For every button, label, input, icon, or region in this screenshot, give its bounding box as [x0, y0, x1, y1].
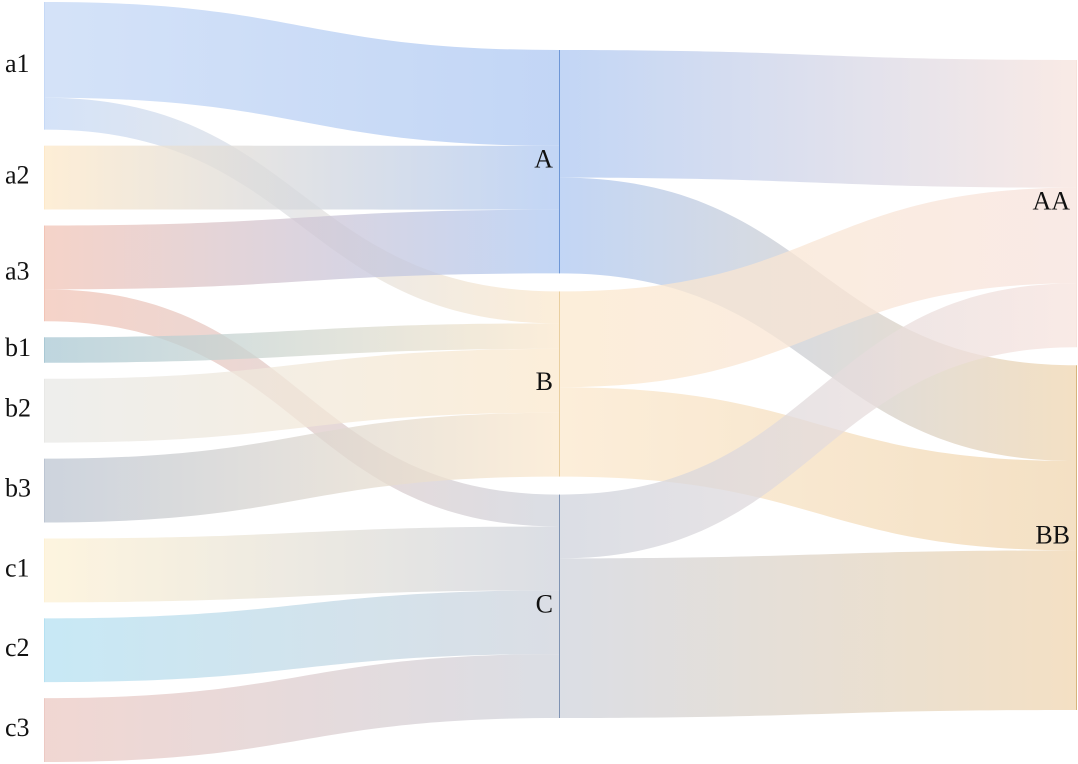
link-B-AA [560, 187, 1076, 388]
node-label-b1: b1 [5, 333, 31, 362]
link-C-AA [560, 283, 1076, 559]
node-label-c1: c1 [5, 553, 30, 582]
link-B-BB [560, 387, 1076, 551]
node-label-A: A [534, 145, 553, 174]
node-c3 [44, 698, 45, 762]
node-label-a2: a2 [5, 161, 30, 190]
link-b3-B [45, 412, 559, 523]
node-label-a1: a1 [5, 49, 30, 78]
link-C-BB [560, 550, 1076, 718]
node-label-a3: a3 [5, 256, 30, 285]
node-A [559, 50, 560, 274]
node-label-b2: b2 [5, 394, 31, 423]
node-label-c3: c3 [5, 713, 30, 742]
node-c1 [44, 538, 45, 603]
node-C [559, 494, 560, 718]
link-b1-B [45, 323, 559, 363]
link-a3-A [45, 209, 559, 290]
link-c2-C [45, 590, 559, 683]
node-c2 [44, 618, 45, 683]
link-a1-B [45, 97, 559, 324]
node-b2 [44, 378, 45, 443]
nodes-layer [44, 2, 1077, 762]
link-b2-B [45, 348, 559, 443]
link-a1-A [45, 2, 559, 146]
node-B [559, 291, 560, 477]
link-A-AA [560, 50, 1076, 188]
node-AA [1076, 60, 1077, 348]
node-a1 [44, 2, 45, 130]
node-a2 [44, 145, 45, 210]
node-label-B: B [536, 367, 553, 396]
node-BB [1076, 365, 1077, 710]
labels-layer: a1 a2 a3 b1 b2 b3 c1 c2 c3 A B C AA BB [5, 49, 1070, 742]
node-label-C: C [536, 589, 553, 618]
link-c3-C [45, 654, 559, 762]
link-a2-A [45, 145, 559, 210]
node-label-AA: AA [1032, 187, 1070, 216]
link-c1-C [45, 526, 559, 603]
node-label-b3: b3 [5, 474, 31, 503]
node-b1 [44, 337, 45, 363]
node-a3 [44, 225, 45, 322]
node-label-c2: c2 [5, 633, 30, 662]
node-b3 [44, 458, 45, 523]
links-layer [45, 2, 1076, 762]
node-label-BB: BB [1035, 521, 1070, 550]
